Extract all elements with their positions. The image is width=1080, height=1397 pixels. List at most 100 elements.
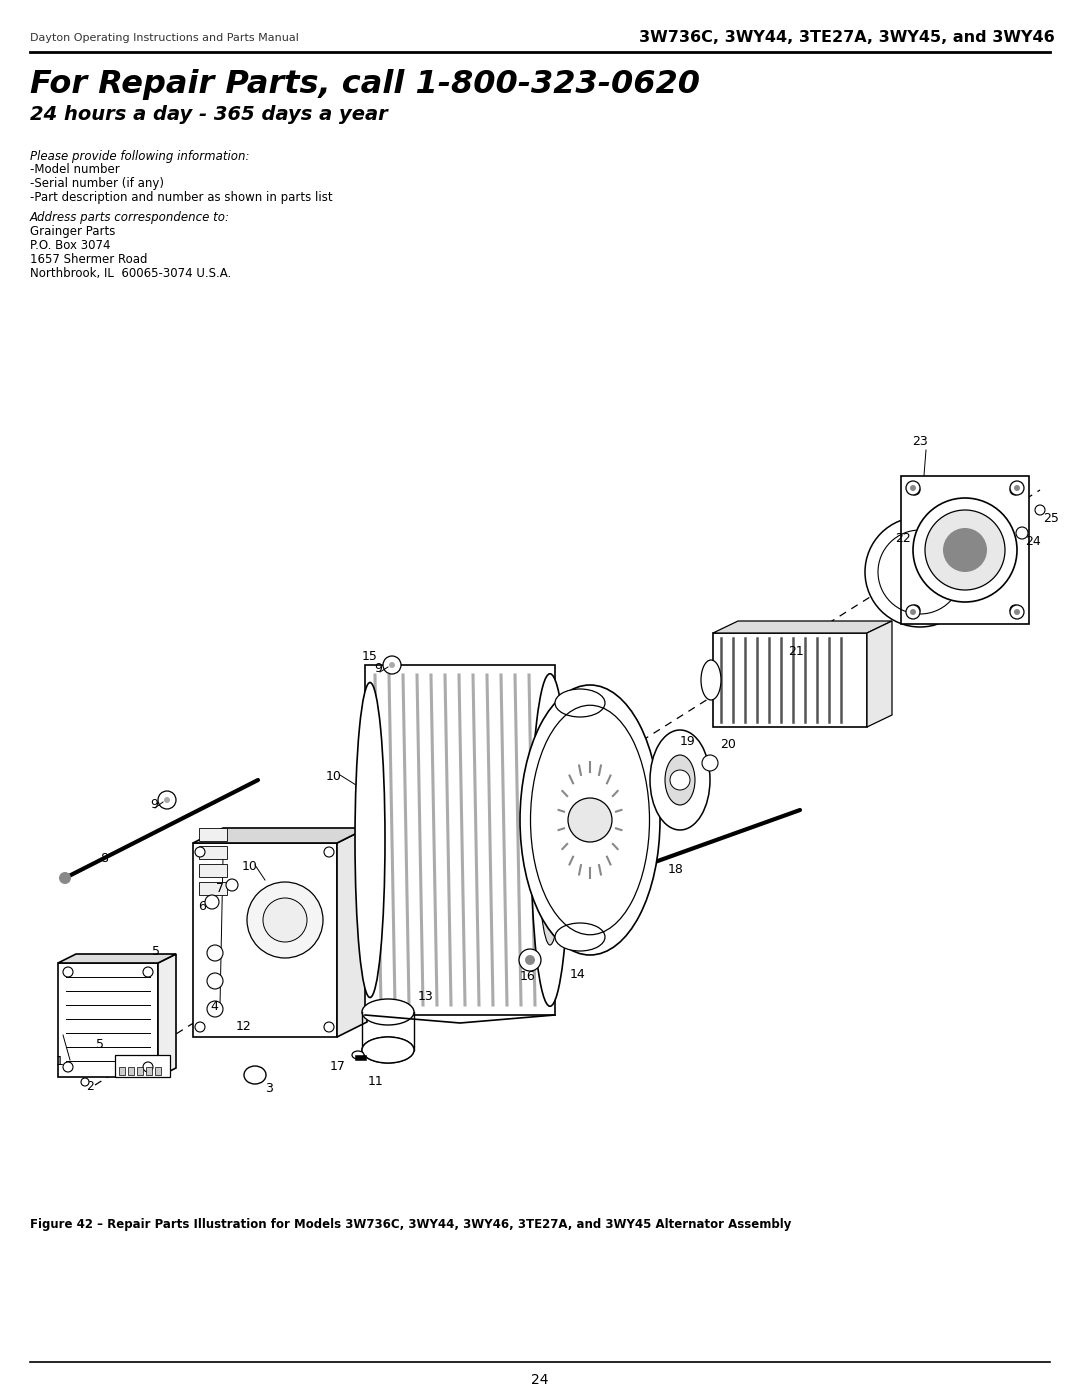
Text: 18: 18: [669, 863, 684, 876]
Circle shape: [389, 662, 395, 668]
Polygon shape: [365, 665, 555, 1016]
Circle shape: [226, 879, 238, 891]
Text: 24: 24: [531, 1373, 549, 1387]
Text: P.O. Box 3074: P.O. Box 3074: [30, 239, 110, 251]
Text: -Model number: -Model number: [30, 163, 120, 176]
Circle shape: [383, 657, 401, 673]
Polygon shape: [193, 828, 367, 842]
Bar: [199, 882, 227, 895]
Text: 23: 23: [912, 434, 928, 448]
Circle shape: [207, 1002, 222, 1017]
Text: Dayton Operating Instructions and Parts Manual: Dayton Operating Instructions and Parts …: [30, 34, 299, 43]
Circle shape: [910, 605, 920, 615]
Text: 16: 16: [519, 970, 536, 983]
Circle shape: [910, 485, 920, 495]
Circle shape: [1010, 485, 1020, 495]
Ellipse shape: [531, 673, 569, 1006]
Bar: [199, 828, 227, 841]
Circle shape: [1010, 481, 1024, 495]
Circle shape: [63, 1062, 73, 1071]
Text: 9: 9: [374, 662, 382, 675]
Circle shape: [910, 485, 916, 490]
Text: 10: 10: [242, 861, 258, 873]
Polygon shape: [867, 622, 892, 726]
Ellipse shape: [519, 685, 660, 956]
Ellipse shape: [244, 1066, 266, 1084]
Circle shape: [910, 609, 916, 615]
Circle shape: [670, 770, 690, 789]
Text: 14: 14: [570, 968, 585, 981]
Bar: [119, 1067, 125, 1076]
Ellipse shape: [352, 1051, 364, 1059]
Ellipse shape: [665, 754, 696, 805]
Text: 7: 7: [216, 882, 224, 895]
Bar: [199, 847, 227, 859]
Circle shape: [164, 798, 170, 803]
FancyBboxPatch shape: [114, 1055, 170, 1077]
Polygon shape: [901, 476, 1029, 624]
Polygon shape: [58, 963, 158, 1077]
Text: 6: 6: [198, 900, 206, 914]
Text: 1657 Shermer Road: 1657 Shermer Road: [30, 253, 148, 265]
Text: 22: 22: [895, 532, 910, 545]
Text: 3W736C, 3WY44, 3TE27A, 3WY45, and 3WY46: 3W736C, 3WY44, 3TE27A, 3WY45, and 3WY46: [639, 31, 1055, 46]
Text: 5: 5: [152, 944, 160, 958]
Circle shape: [264, 898, 307, 942]
Circle shape: [1010, 605, 1020, 615]
Circle shape: [207, 944, 222, 961]
Text: 5: 5: [96, 1038, 104, 1051]
Circle shape: [1014, 485, 1020, 490]
Text: 19: 19: [680, 735, 696, 747]
Polygon shape: [337, 828, 367, 1037]
Circle shape: [207, 972, 222, 989]
Circle shape: [247, 882, 323, 958]
Text: 20: 20: [720, 738, 735, 752]
Text: 11: 11: [368, 1076, 383, 1088]
Circle shape: [906, 605, 920, 619]
Ellipse shape: [362, 999, 414, 1025]
Polygon shape: [713, 622, 892, 633]
Text: -Part description and number as shown in parts list: -Part description and number as shown in…: [30, 191, 333, 204]
Polygon shape: [158, 954, 176, 1077]
Text: -Serial number (if any): -Serial number (if any): [30, 177, 164, 190]
Circle shape: [1014, 609, 1020, 615]
Circle shape: [143, 1062, 153, 1071]
Bar: [146, 1067, 152, 1076]
Text: 1: 1: [56, 1055, 64, 1067]
Circle shape: [324, 847, 334, 856]
Ellipse shape: [355, 683, 384, 997]
Circle shape: [205, 895, 219, 909]
Text: 17: 17: [330, 1060, 346, 1073]
Circle shape: [913, 497, 1017, 602]
Circle shape: [324, 1023, 334, 1032]
Ellipse shape: [555, 689, 605, 717]
Text: 25: 25: [1043, 511, 1058, 525]
Text: 13: 13: [418, 990, 434, 1003]
Circle shape: [943, 528, 987, 571]
Bar: [199, 863, 227, 877]
Circle shape: [81, 1078, 89, 1085]
Circle shape: [59, 872, 71, 884]
Text: Please provide following information:: Please provide following information:: [30, 149, 249, 163]
Circle shape: [568, 798, 612, 842]
Polygon shape: [713, 633, 867, 726]
Text: 9: 9: [150, 798, 158, 812]
Circle shape: [865, 517, 975, 627]
Bar: [129, 1067, 134, 1076]
Text: For Repair Parts, call 1-800-323-0620: For Repair Parts, call 1-800-323-0620: [30, 68, 700, 99]
Circle shape: [158, 791, 176, 809]
Text: 24 hours a day - 365 days a year: 24 hours a day - 365 days a year: [30, 105, 388, 123]
Text: 8: 8: [100, 852, 108, 865]
Circle shape: [906, 481, 920, 495]
Text: 21: 21: [788, 645, 804, 658]
Circle shape: [702, 754, 718, 771]
Circle shape: [1016, 527, 1028, 539]
Text: 4: 4: [210, 1000, 218, 1013]
Ellipse shape: [362, 1037, 414, 1063]
Circle shape: [1010, 605, 1024, 619]
Ellipse shape: [701, 659, 721, 700]
Ellipse shape: [362, 1037, 414, 1063]
Bar: [137, 1067, 143, 1076]
Text: 12: 12: [237, 1020, 252, 1032]
Text: Northbrook, IL  60065-3074 U.S.A.: Northbrook, IL 60065-3074 U.S.A.: [30, 267, 231, 279]
